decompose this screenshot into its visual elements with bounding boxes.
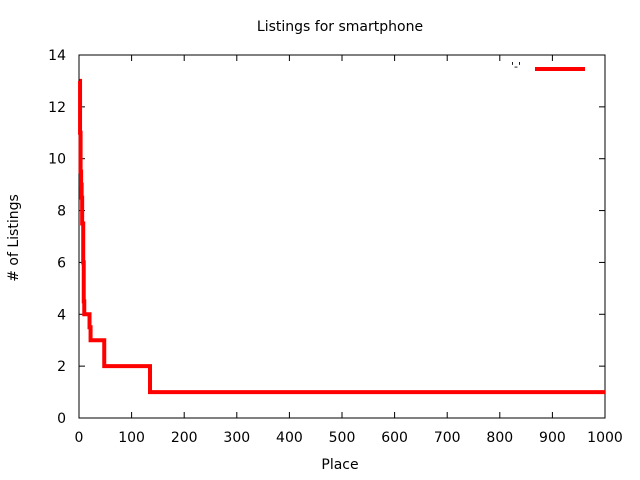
y-axis-title: # of Listings [6, 194, 22, 282]
x-tick-label: 200 [171, 430, 198, 446]
y-tick-label: 4 [57, 307, 66, 323]
y-axis-title-group: # of Listings [6, 194, 22, 282]
x-tick-label: 0 [75, 430, 84, 446]
x-tick-label: 800 [486, 430, 513, 446]
x-tick-label: 600 [381, 430, 408, 446]
x-tick-label: 1000 [587, 430, 623, 446]
x-tick-label: 400 [276, 430, 303, 446]
y-tick-label: 2 [57, 359, 66, 375]
ticks-group [78, 54, 606, 419]
series-layer [78, 78, 605, 395]
y-tick-label: 6 [57, 255, 66, 271]
y-tick-label: 12 [48, 100, 66, 116]
x-tick-label: 300 [223, 430, 250, 446]
y-tick-label: 14 [48, 48, 66, 64]
y-tick-label: 8 [57, 204, 66, 220]
legend-label: '-' [511, 60, 521, 73]
x-tick-label: 500 [329, 430, 356, 446]
tick-labels-group: 0 100 200 300 400 500 600 700 800 900 1000 0 2 4 6 8 10 1… [48, 48, 623, 446]
x-tick-label: 100 [118, 430, 145, 446]
legend: '-' [511, 60, 585, 73]
y-tick-label: 0 [57, 411, 66, 427]
x-axis-title: Place [321, 457, 358, 473]
plot-frame [78, 54, 606, 419]
x-tick-label: 700 [434, 430, 461, 446]
x-tick-label: 900 [539, 430, 566, 446]
y-tick-label: 10 [48, 152, 66, 168]
series-line [78, 78, 605, 395]
chart-title: Listings for smartphone [257, 19, 423, 35]
